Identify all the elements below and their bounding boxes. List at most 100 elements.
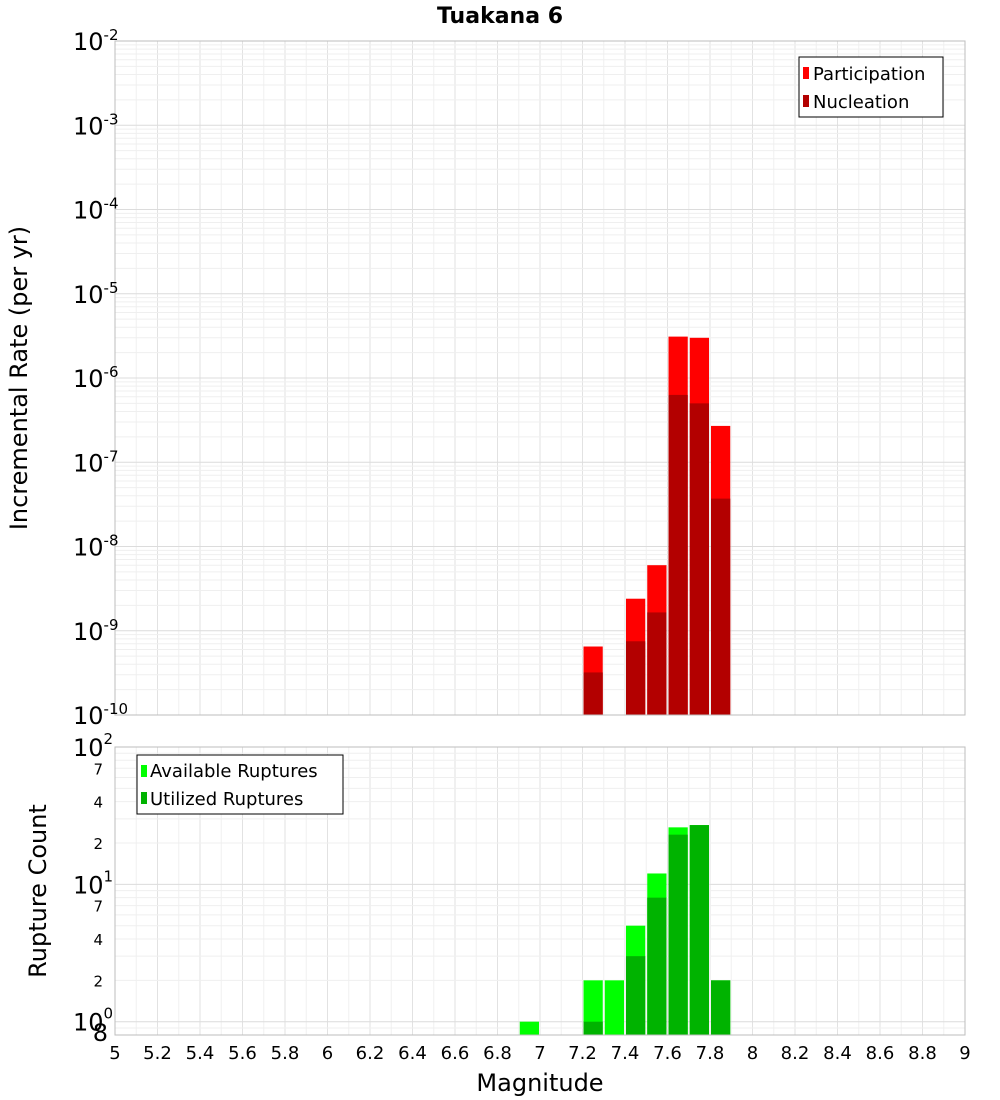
chart-title: Tuakana 6 [437, 4, 563, 29]
y-tick-base: 10 [73, 365, 104, 393]
x-tick-label: 5.4 [186, 1043, 215, 1064]
y-tick-base: 10 [73, 281, 104, 309]
x-tick-label: 5 [109, 1043, 120, 1064]
x-tick-label: 8.6 [866, 1043, 895, 1064]
bottom-y-tick-label: 101 [73, 867, 113, 899]
y-tick-exponent: -9 [104, 616, 119, 634]
top-y-tick-label: 10-6 [73, 363, 119, 393]
y-tick-exponent: 1 [104, 867, 114, 885]
bottom-plot-border [114, 746, 966, 1036]
bottom-y-minor-tick-label: 4 [93, 794, 103, 812]
bar-utilized-ruptures [689, 825, 709, 1035]
y-tick-exponent: -7 [104, 447, 119, 465]
legend-swatch-nucleation [803, 95, 809, 107]
bar-utilized-ruptures [647, 897, 667, 1035]
x-tick-label: 8.4 [823, 1043, 852, 1064]
x-tick-label: 7 [534, 1043, 545, 1064]
y-tick-exponent: -3 [104, 110, 119, 128]
top-legend-box [798, 56, 944, 118]
top-y-tick-labels: 10-210-310-410-510-610-710-810-910-10 [73, 26, 128, 730]
top-chart-panel: 10-210-310-410-510-610-710-810-910-10 In… [5, 26, 966, 730]
top-legend: Participation Nucleation [798, 56, 944, 118]
bar-utilized-ruptures [583, 1021, 603, 1035]
bar-nucleation [583, 672, 603, 715]
y-tick-exponent: -6 [104, 363, 119, 381]
legend-label-available-ruptures: Available Ruptures [150, 761, 318, 782]
x-axis-label: Magnitude [476, 1069, 603, 1097]
x-tick-label: 6.2 [356, 1043, 385, 1064]
x-tick-label: 9 [959, 1043, 970, 1064]
top-y-tick-label: 10-4 [73, 195, 119, 225]
legend-swatch-available-ruptures [141, 765, 147, 777]
bar-available-ruptures [604, 980, 624, 1035]
y-tick-base: 10 [73, 112, 104, 140]
y-tick-exponent: -10 [104, 700, 129, 718]
top-plot-border [114, 40, 966, 716]
top-bars [583, 336, 731, 715]
legend-label-nucleation: Nucleation [813, 92, 909, 113]
y-tick-base: 10 [73, 197, 104, 225]
y-tick-exponent: -8 [104, 532, 119, 550]
bar-available-ruptures [519, 1021, 539, 1035]
bottom-y-minor-tick-label: 8 [93, 1019, 108, 1047]
x-tick-label: 7.6 [653, 1043, 682, 1064]
y-tick-exponent: -5 [104, 279, 119, 297]
top-grid [114, 41, 966, 716]
y-tick-base: 10 [73, 1009, 104, 1037]
bar-utilized-ruptures [711, 980, 731, 1035]
y-tick-base: 10 [73, 28, 104, 56]
bar-nucleation [668, 394, 688, 715]
x-tick-label: 5.2 [143, 1043, 172, 1064]
x-tick-label: 6 [322, 1043, 333, 1064]
bar-nucleation [689, 403, 709, 715]
y-tick-base: 10 [73, 734, 104, 762]
bar-utilized-ruptures [668, 834, 688, 1035]
bar-utilized-ruptures [626, 956, 646, 1035]
x-tick-label: 7.8 [696, 1043, 725, 1064]
y-tick-exponent: -4 [104, 195, 119, 213]
bottom-y-tick-label: 102 [73, 730, 113, 762]
y-tick-base: 10 [73, 449, 104, 477]
y-tick-exponent: 0 [104, 1005, 114, 1023]
y-tick-base: 10 [73, 618, 104, 646]
x-tick-labels: 5 5.2 5.4 5.6 5.8 6 6.2 6.4 6.6 6.8 7 7.2 7.4 7.6 7.8 8… [109, 1043, 970, 1064]
bottom-legend: Available Ruptures Utilized Ruptures [136, 754, 344, 815]
bottom-legend-box [136, 754, 344, 815]
bottom-y-minor-tick-label: 4 [93, 931, 103, 949]
bottom-y-axis-label: Rupture Count [24, 804, 52, 978]
legend-swatch-utilized-ruptures [141, 792, 147, 804]
bar-nucleation [711, 498, 731, 715]
x-tick-label: 8.8 [908, 1043, 937, 1064]
x-tick-label: 6.6 [441, 1043, 470, 1064]
bottom-y-minor-tick-label: 2 [93, 972, 103, 990]
top-y-tick-label: 10-3 [73, 110, 119, 140]
top-y-tick-label: 10-8 [73, 532, 119, 562]
bottom-y-tick-label: 100 [73, 1005, 113, 1037]
bottom-y-minor-tick-label: 7 [93, 760, 103, 778]
y-tick-exponent: 2 [104, 730, 114, 748]
top-y-tick-label: 10-10 [73, 700, 128, 730]
y-tick-base: 10 [73, 534, 104, 562]
x-tick-label: 6.8 [483, 1043, 512, 1064]
x-tick-label: 8 [747, 1043, 758, 1064]
x-tick-label: 7.2 [568, 1043, 597, 1064]
bar-available-ruptures [583, 980, 603, 1035]
x-tick-label: 6.4 [398, 1043, 427, 1064]
y-tick-base: 10 [73, 702, 104, 730]
legend-label-participation: Participation [813, 64, 925, 85]
top-y-tick-label: 10-9 [73, 616, 119, 646]
bottom-y-minor-tick-label: 7 [93, 898, 103, 916]
legend-swatch-participation [803, 67, 809, 79]
x-tick-label: 8.2 [781, 1043, 810, 1064]
top-y-tick-label: 10-7 [73, 447, 119, 477]
x-tick-label: 5.6 [228, 1043, 257, 1064]
y-tick-base: 10 [73, 871, 104, 899]
bottom-y-minor-tick-label: 2 [93, 835, 103, 853]
bar-nucleation [626, 641, 646, 715]
x-tick-label: 5.8 [271, 1043, 300, 1064]
top-y-tick-label: 10-5 [73, 279, 119, 309]
x-tick-label: 7.4 [611, 1043, 640, 1064]
